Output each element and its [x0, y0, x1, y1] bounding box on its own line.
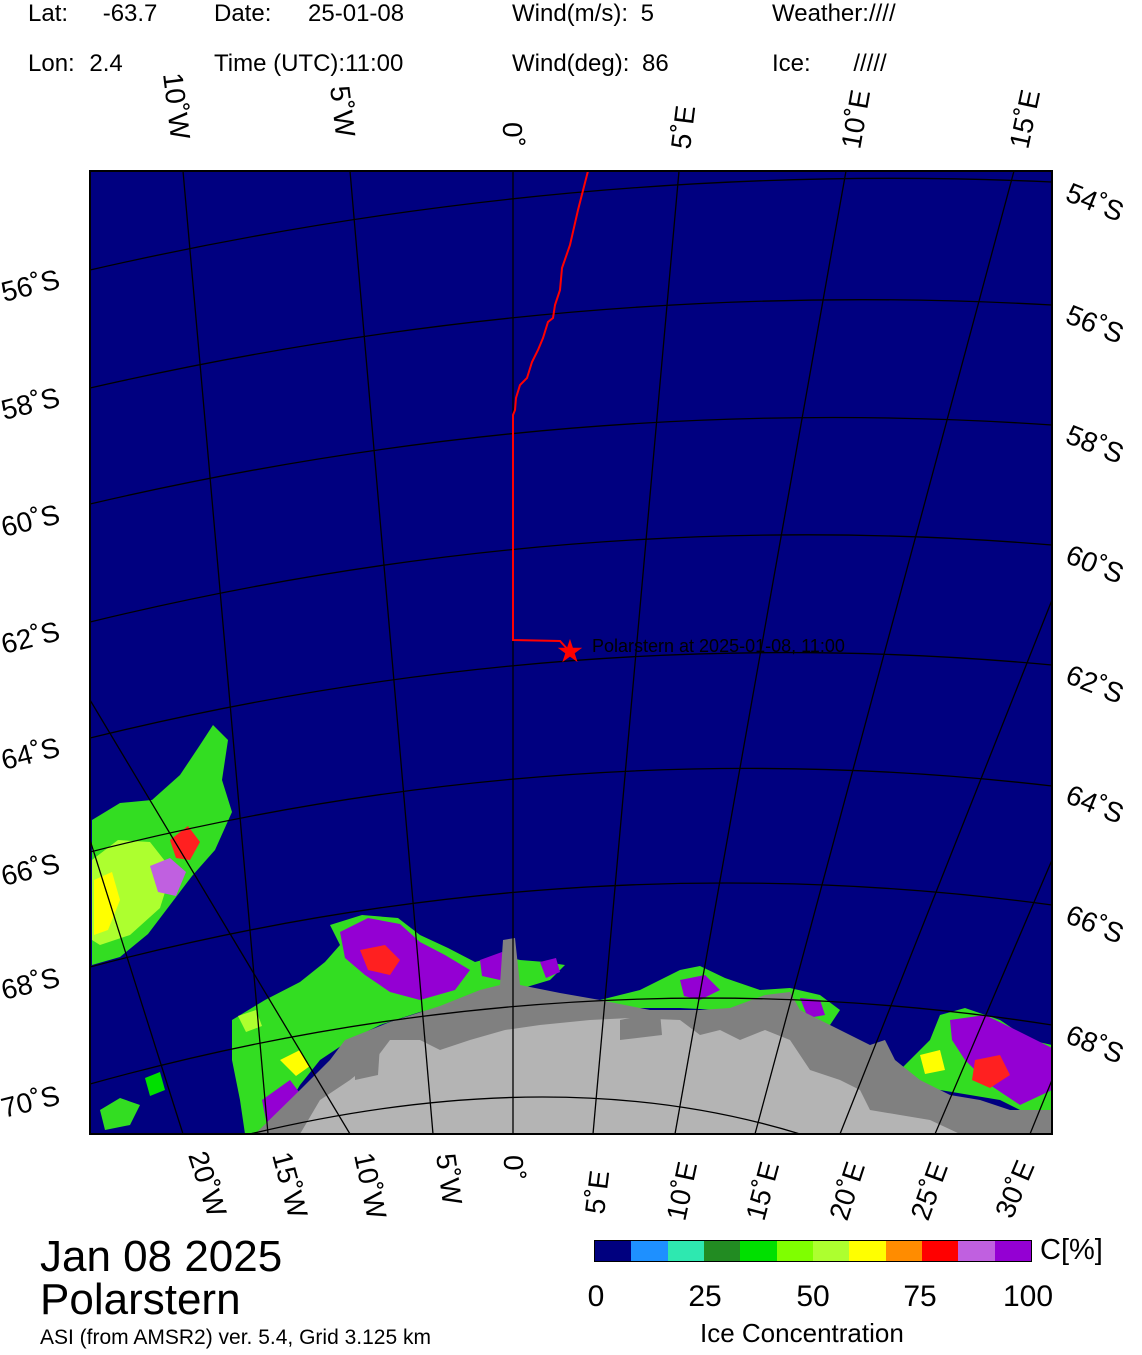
bottom-lon-label: 10˚E — [661, 1159, 704, 1223]
colorbar-tick: 75 — [903, 1280, 937, 1313]
colorbar-swatch — [958, 1241, 995, 1261]
bottom-lon-label: 0˚ — [498, 1155, 529, 1180]
wind-speed-readout: Wind(m/s): 5 — [512, 0, 654, 28]
colorbar-swatch — [595, 1241, 632, 1261]
date-value: 25-01-08 — [308, 0, 405, 27]
ice-concentration-map: ★ Polarstern at 2025-01-08, 11:00 10˚W 5… — [0, 71, 1128, 1224]
bottom-lon-label: 25˚E — [905, 1158, 954, 1224]
left-lat-label: 70˚S — [0, 1079, 63, 1123]
ship-position-star-icon: ★ — [556, 632, 585, 670]
bottom-lon-label: 10˚W — [348, 1150, 392, 1222]
vessel-title: Polarstern — [40, 1275, 241, 1324]
top-lon-label: 0˚ — [497, 122, 528, 147]
date-title: Jan 08 2025 — [40, 1232, 283, 1281]
top-lon-label: 10˚W — [157, 71, 196, 142]
ice-readout: Ice: ///// — [772, 50, 887, 78]
left-lat-label: 68˚S — [0, 961, 63, 1005]
bottom-lon-label: 5˚E — [579, 1169, 615, 1216]
ice-label: Ice: — [772, 50, 811, 77]
left-lat-label: 58˚S — [0, 381, 63, 425]
wind-dir-value: 86 — [642, 50, 669, 77]
bottom-lon-label: 5˚W — [430, 1152, 468, 1208]
top-lon-label: 10˚E — [835, 87, 876, 151]
left-lat-label: 56˚S — [0, 263, 63, 307]
colorbar-swatch — [885, 1241, 922, 1261]
time-value: 11:00 — [345, 50, 404, 77]
right-lat-label: 62˚S — [1062, 659, 1128, 710]
continent-interior — [300, 1018, 960, 1134]
open-water — [90, 171, 1052, 1134]
ice-value: ///// — [853, 50, 887, 77]
colorbar — [594, 1240, 1032, 1262]
top-lon-label: 5˚W — [324, 84, 361, 139]
lat-label: Lat: — [28, 0, 69, 27]
bottom-lon-label: 30˚E — [989, 1156, 1041, 1223]
sea-ice-west — [92, 725, 232, 1130]
colorbar-swatch — [812, 1241, 850, 1261]
colorbar-tick: 100 — [1002, 1280, 1054, 1313]
left-lat-label: 62˚S — [0, 615, 63, 659]
left-lat-label: 60˚S — [0, 498, 63, 542]
colorbar-swatch — [631, 1241, 668, 1261]
right-lat-label: 60˚S — [1062, 539, 1128, 590]
wind-speed-value: 5 — [640, 0, 655, 27]
colorbar-unit: C[%] — [1040, 1234, 1103, 1266]
right-lat-label: 64˚S — [1062, 779, 1128, 830]
colorbar-swatch — [776, 1241, 813, 1261]
bottom-lon-label: 20˚E — [823, 1158, 871, 1224]
rock-outcrop — [620, 1012, 662, 1040]
colorbar-swatch — [740, 1241, 777, 1261]
right-lat-label: 66˚S — [1062, 899, 1128, 950]
wind-speed-label: Wind(m/s): — [512, 0, 628, 27]
weather-readout: Weather://// — [772, 0, 896, 28]
bottom-lon-label: 15˚E — [740, 1158, 785, 1223]
map-frame — [89, 170, 1053, 1135]
colorbar-swatch — [703, 1241, 741, 1261]
lon-value: 2.4 — [89, 50, 123, 77]
graticule — [90, 171, 1052, 1134]
bottom-lon-label: 15˚W — [266, 1149, 313, 1222]
ship-track — [512, 171, 589, 653]
weather-value: //// — [868, 0, 896, 27]
wind-dir-label: Wind(deg): — [512, 50, 630, 77]
latitude-readout: Lat: -63.7 — [28, 0, 157, 28]
colorbar-tick: 25 — [688, 1280, 722, 1313]
date-readout: Date: 25-01-08 — [214, 0, 404, 28]
right-lat-label: 58˚S — [1062, 419, 1128, 470]
left-lat-label: 66˚S — [0, 847, 63, 891]
right-lat-label: 68˚S — [1062, 1019, 1128, 1070]
colorbar-swatch — [667, 1241, 704, 1261]
colorbar-tick: 50 — [796, 1280, 830, 1313]
data-source: ASI (from AMSR2) ver. 5.4, Grid 3.125 km — [40, 1326, 431, 1349]
lon-label: Lon: — [28, 50, 75, 77]
longitude-readout: Lon: 2.4 — [28, 50, 123, 78]
top-lon-label: 5˚E — [665, 104, 701, 151]
wind-direction-readout: Wind(deg): 86 — [512, 50, 669, 78]
time-label: Time (UTC): — [214, 50, 346, 77]
colorbar-swatch — [921, 1241, 959, 1261]
colorbar-swatch — [849, 1241, 886, 1261]
colorbar-tick: 0 — [587, 1280, 605, 1313]
bottom-lon-label: 20˚W — [182, 1147, 232, 1221]
colorbar-title: Ice Concentration — [700, 1318, 904, 1348]
ship-label: Polarstern at 2025-01-08, 11:00 — [592, 636, 845, 656]
right-lat-label: 56˚S — [1062, 299, 1128, 350]
right-lat-label: 54˚S — [1062, 177, 1128, 228]
weather-label: Weather: — [772, 0, 869, 27]
rock-outcrop — [355, 1045, 380, 1080]
left-lat-label: 64˚S — [0, 731, 63, 775]
date-label: Date: — [214, 0, 272, 27]
colorbar-swatch — [994, 1241, 1031, 1261]
top-lon-label: 15˚E — [1004, 87, 1047, 151]
time-readout: Time (UTC):11:00 — [214, 50, 403, 78]
lat-value: -63.7 — [102, 0, 158, 27]
